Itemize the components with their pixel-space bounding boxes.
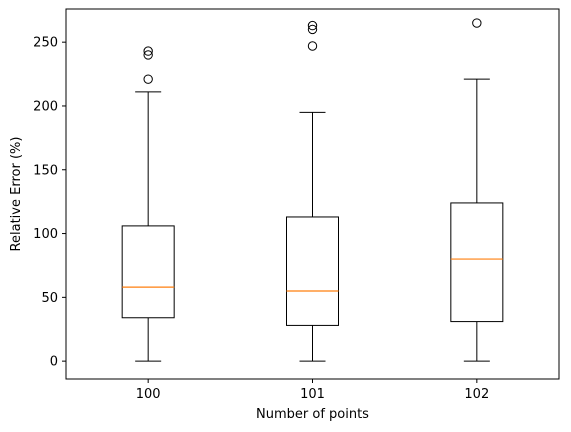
y-tick-label: 150 — [33, 163, 58, 178]
outlier-point — [307, 24, 318, 35]
y-tick-label: 200 — [33, 99, 58, 114]
y-axis-ticks: 0 50 100 150 200 250 — [33, 36, 66, 370]
y-tick-label: 50 — [41, 291, 58, 306]
iqr-box — [121, 225, 175, 319]
outlier-point — [307, 41, 318, 51]
boxes-layer — [121, 18, 504, 362]
outlier-point — [472, 18, 482, 28]
x-tick-label: 102 — [464, 387, 489, 402]
box-100 — [121, 46, 175, 362]
iqr-box — [450, 202, 504, 323]
outlier-point — [307, 20, 318, 31]
y-axis-label: Relative Error (%) — [9, 137, 24, 252]
y-tick-label: 250 — [33, 36, 58, 51]
x-tick-label: 101 — [300, 387, 325, 402]
outlier-point — [143, 74, 153, 84]
iqr-box — [286, 216, 339, 326]
y-tick-label: 0 — [50, 355, 58, 370]
x-axis-ticks: 100 101 102 — [136, 379, 489, 402]
outlier-point — [143, 46, 153, 56]
x-axis-label: Number of points — [256, 407, 369, 422]
box-102 — [450, 18, 504, 362]
y-tick-label: 100 — [33, 227, 58, 242]
outlier-point — [143, 50, 153, 60]
x-tick-label: 100 — [136, 387, 161, 402]
box-101 — [286, 20, 339, 362]
